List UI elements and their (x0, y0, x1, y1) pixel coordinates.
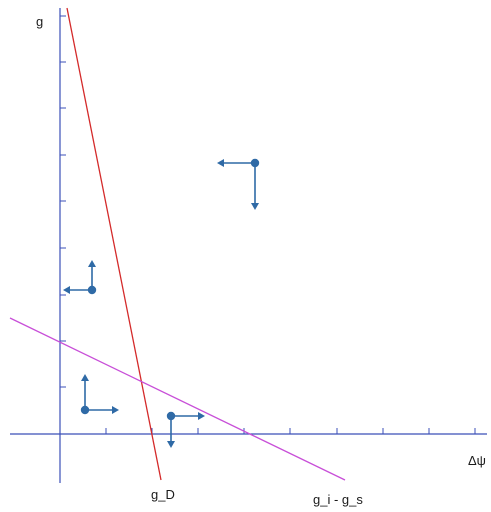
x-axis-ticks (105, 428, 476, 434)
direction-marker (217, 158, 260, 210)
direction-marker (166, 411, 205, 448)
g-d-line (66, 7, 162, 481)
y-axis-ticks (60, 15, 66, 388)
g-i-minus-g-s-line-label: g_i - g_s (313, 492, 363, 507)
g-i-minus-g-s-line (9, 317, 346, 481)
x-axis-label: Δψ (468, 453, 486, 468)
direction-marker (80, 374, 119, 415)
y-axis-label: g (36, 14, 43, 29)
g-d-line-label: g_D (151, 487, 175, 502)
direction-marker (63, 260, 97, 295)
